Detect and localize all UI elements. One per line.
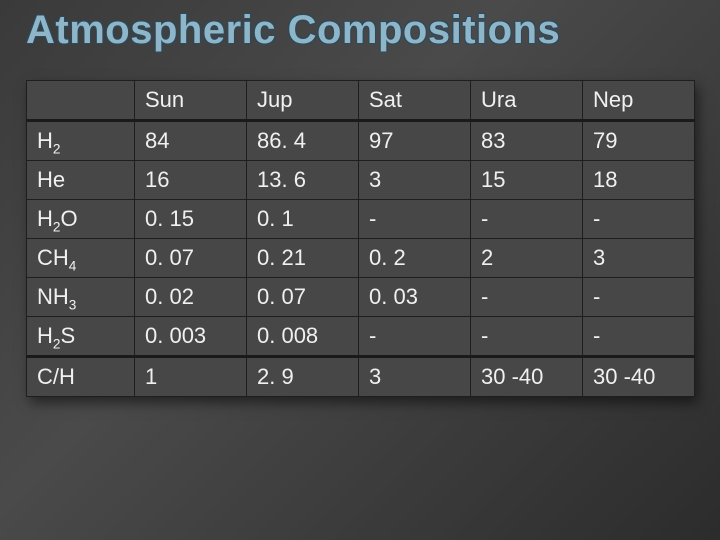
table-row: H2S0. 0030. 008--- bbox=[27, 317, 695, 357]
composition-table: Sun Jup Sat Ura Nep H28486. 4978379He161… bbox=[26, 80, 695, 397]
table-cell: - bbox=[359, 200, 471, 239]
table-cell: 13. 6 bbox=[247, 161, 359, 200]
table-cell: 0. 07 bbox=[247, 278, 359, 317]
table-cell: 1 bbox=[135, 357, 247, 397]
table-cell: 0. 07 bbox=[135, 239, 247, 278]
row-label: CH4 bbox=[27, 239, 135, 278]
column-header: Sun bbox=[135, 81, 247, 121]
table-row: H28486. 4978379 bbox=[27, 121, 695, 161]
row-label: He bbox=[27, 161, 135, 200]
row-label: H2S bbox=[27, 317, 135, 357]
table-cell: 3 bbox=[359, 357, 471, 397]
table-cell: 86. 4 bbox=[247, 121, 359, 161]
table-cell: 18 bbox=[583, 161, 695, 200]
table-row: CH40. 070. 210. 223 bbox=[27, 239, 695, 278]
column-header bbox=[27, 81, 135, 121]
column-header: Nep bbox=[583, 81, 695, 121]
table-cell: 79 bbox=[583, 121, 695, 161]
table-cell: 0. 008 bbox=[247, 317, 359, 357]
row-label: C/H bbox=[27, 357, 135, 397]
table-cell: 2. 9 bbox=[247, 357, 359, 397]
table-cell: 0. 1 bbox=[247, 200, 359, 239]
row-label: H2 bbox=[27, 121, 135, 161]
table-cell: 0. 15 bbox=[135, 200, 247, 239]
table-cell: 0. 003 bbox=[135, 317, 247, 357]
table-cell: 84 bbox=[135, 121, 247, 161]
column-header: Sat bbox=[359, 81, 471, 121]
row-label: NH3 bbox=[27, 278, 135, 317]
row-label: H2O bbox=[27, 200, 135, 239]
table-cell: - bbox=[583, 200, 695, 239]
column-header: Ura bbox=[471, 81, 583, 121]
table-cell: 83 bbox=[471, 121, 583, 161]
page-title: Atmospheric Compositions bbox=[26, 8, 560, 53]
table-cell: 3 bbox=[359, 161, 471, 200]
table-cell: 30 -40 bbox=[471, 357, 583, 397]
table-header-row: Sun Jup Sat Ura Nep bbox=[27, 81, 695, 121]
table-cell: - bbox=[471, 200, 583, 239]
table-row: NH30. 020. 070. 03-- bbox=[27, 278, 695, 317]
table-cell: 2 bbox=[471, 239, 583, 278]
table-cell: 0. 03 bbox=[359, 278, 471, 317]
table-cell: 15 bbox=[471, 161, 583, 200]
column-header: Jup bbox=[247, 81, 359, 121]
table-row: He1613. 631518 bbox=[27, 161, 695, 200]
table-row: C/H12. 9330 -4030 -40 bbox=[27, 357, 695, 397]
table-cell: 3 bbox=[583, 239, 695, 278]
table-cell: 0. 2 bbox=[359, 239, 471, 278]
table-cell: 0. 02 bbox=[135, 278, 247, 317]
table-cell: - bbox=[583, 317, 695, 357]
table-cell: - bbox=[359, 317, 471, 357]
table-cell: - bbox=[583, 278, 695, 317]
table-cell: 16 bbox=[135, 161, 247, 200]
table-cell: - bbox=[471, 278, 583, 317]
composition-table-container: Sun Jup Sat Ura Nep H28486. 4978379He161… bbox=[26, 80, 694, 397]
table-row: H2O0. 150. 1--- bbox=[27, 200, 695, 239]
table-cell: - bbox=[471, 317, 583, 357]
table-cell: 97 bbox=[359, 121, 471, 161]
table-cell: 0. 21 bbox=[247, 239, 359, 278]
table-cell: 30 -40 bbox=[583, 357, 695, 397]
table-body: H28486. 4978379He1613. 631518H2O0. 150. … bbox=[27, 121, 695, 397]
